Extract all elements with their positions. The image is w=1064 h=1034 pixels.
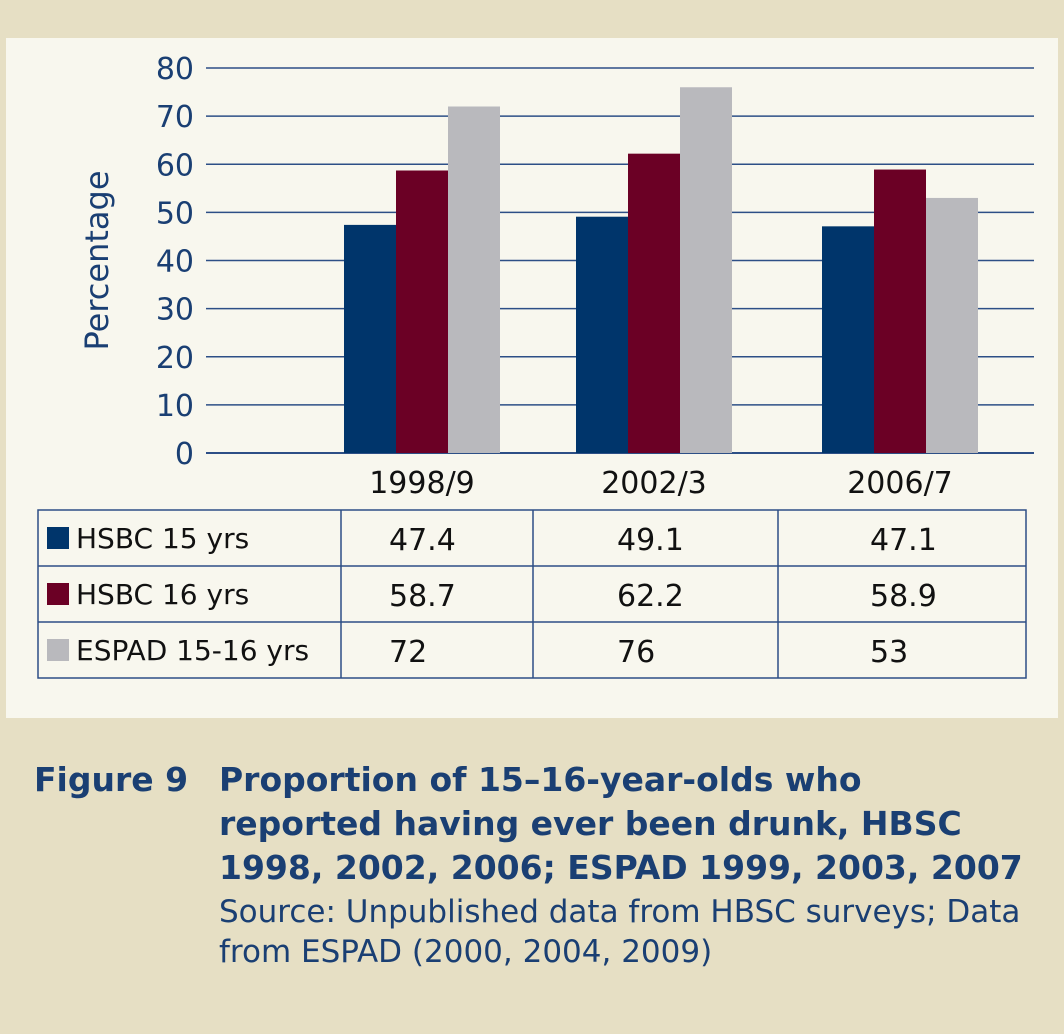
y-tick-label-0: 0 (175, 437, 194, 472)
table-value-2-2: 62.2 (617, 579, 684, 614)
figure-source: Source: Unpublished data from HBSC surve… (219, 894, 1021, 970)
y-tick-label-10: 10 (156, 389, 194, 424)
chart-panel: 0 10 20 30 40 50 60 70 80 Percentage 1998/9 2002/3 2… (6, 38, 1058, 718)
y-tick-label-70: 70 (156, 100, 194, 135)
bar-1-3 (822, 226, 874, 453)
figure-label: Figure 9 (34, 760, 189, 799)
legend-label-2: HSBC 16 yrs (76, 578, 249, 611)
y-tick-label-80: 80 (156, 52, 194, 87)
legend-label-3: ESPAD 15-16 yrs (76, 634, 309, 667)
table-value-2-3: 58.9 (870, 579, 937, 614)
y-tick-label-20: 20 (156, 341, 194, 376)
x-tick-label-3: 2006/7 (847, 466, 953, 501)
bar-chart: 0 10 20 30 40 50 60 70 80 Percentage 1998/9 2002/3 2… (37, 52, 1034, 679)
x-tick-label-1: 1998/9 (369, 466, 475, 501)
legend-swatch-2 (47, 583, 69, 605)
y-tick-label-30: 30 (156, 293, 194, 328)
table-value-3-1: 72 (389, 635, 427, 670)
table-value-3-2: 76 (617, 635, 655, 670)
legend-label-1: HSBC 15 yrs (76, 522, 249, 555)
figure-title: Proportion of 15–16-year-olds who report… (219, 760, 1023, 887)
table-value-1-2: 49.1 (617, 523, 684, 558)
bar-3-3 (926, 197, 978, 453)
bar-2-3 (874, 169, 926, 453)
y-axis-label: Percentage (78, 170, 116, 350)
bar-2-2 (628, 153, 680, 453)
y-tick-label-50: 50 (156, 196, 194, 231)
bar-1-2 (576, 216, 628, 453)
table-value-2-1: 58.7 (389, 579, 456, 614)
y-tick-label-60: 60 (156, 148, 194, 183)
bar-3-1 (448, 106, 500, 453)
legend-swatch-1 (47, 527, 69, 549)
legend-swatch-3 (47, 639, 69, 661)
table-value-1-1: 47.4 (389, 523, 456, 558)
data-table-border (37, 509, 1027, 679)
bar-3-2 (680, 87, 732, 453)
table-value-3-3: 53 (870, 635, 908, 670)
table-value-1-3: 47.1 (870, 523, 937, 558)
bar-2-1 (396, 170, 448, 453)
y-tick-label-40: 40 (156, 245, 194, 280)
bar-1-1 (344, 224, 396, 453)
x-tick-label-2: 2002/3 (601, 466, 707, 501)
